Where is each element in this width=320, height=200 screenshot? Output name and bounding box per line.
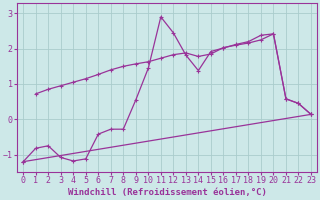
X-axis label: Windchill (Refroidissement éolien,°C): Windchill (Refroidissement éolien,°C) [68, 188, 267, 197]
